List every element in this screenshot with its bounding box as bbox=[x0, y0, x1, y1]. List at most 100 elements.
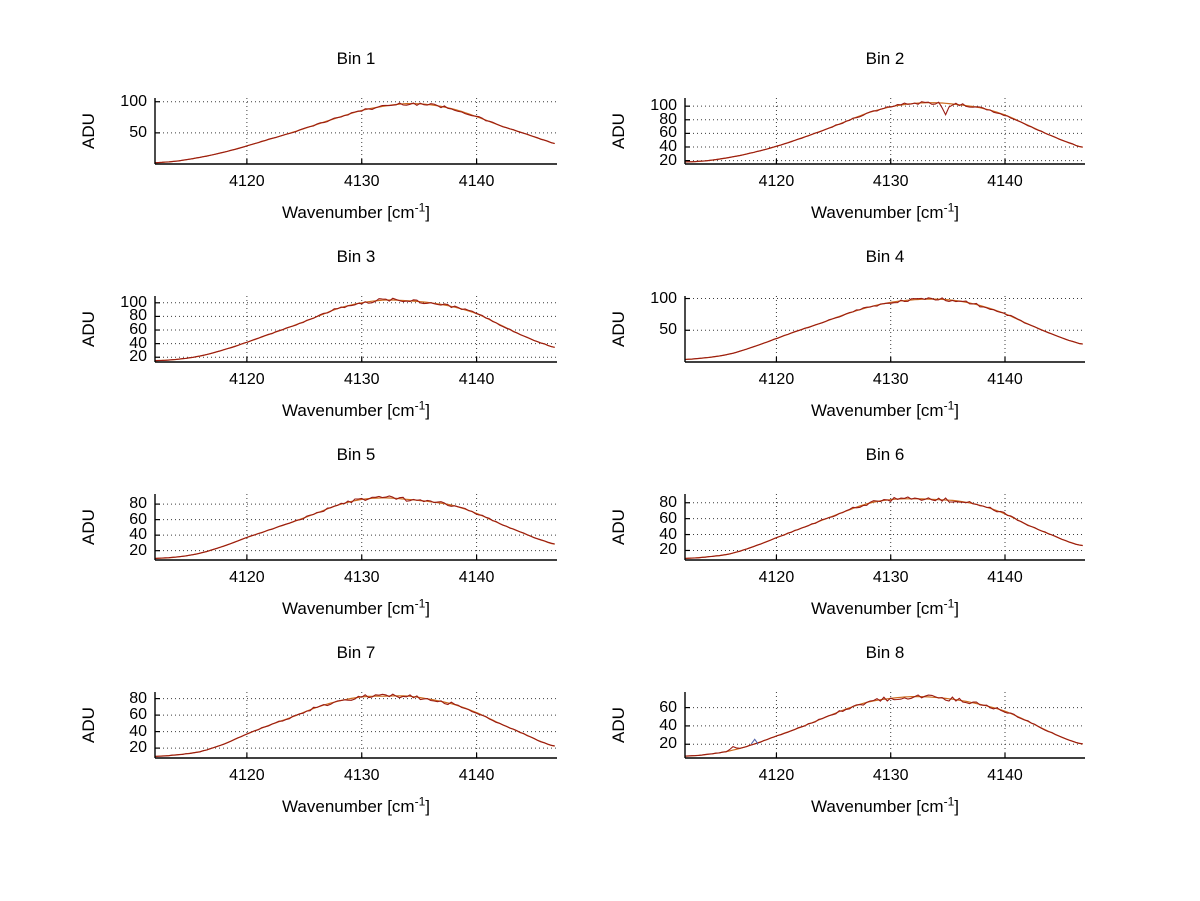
y-axis-label: ADU bbox=[609, 113, 628, 149]
data-curve bbox=[684, 496, 1083, 560]
y-tick-label: 20 bbox=[659, 735, 677, 753]
y-axis-label: ADU bbox=[79, 311, 98, 347]
y-tick-label: 40 bbox=[659, 137, 677, 155]
y-axis-label: ADU bbox=[609, 311, 628, 347]
subplot-title: Bin 2 bbox=[865, 49, 905, 68]
x-axis-label: Wavenumber [cm-1] bbox=[282, 794, 430, 816]
x-axis-label: Wavenumber [cm-1] bbox=[282, 200, 430, 222]
y-axis-label: ADU bbox=[79, 113, 98, 149]
data-curve bbox=[154, 693, 555, 757]
data-curve bbox=[154, 297, 555, 362]
x-tick-label: 4140 bbox=[458, 569, 495, 586]
x-tick-label: 4130 bbox=[872, 767, 909, 784]
x-tick-label: 4120 bbox=[229, 767, 265, 784]
y-tick-label: 80 bbox=[659, 493, 677, 511]
x-tick-label: 4130 bbox=[343, 173, 380, 190]
x-axis-label: Wavenumber [cm-1] bbox=[811, 200, 959, 222]
subplot-title: Bin 8 bbox=[865, 643, 905, 662]
y-axis-label: ADU bbox=[609, 707, 628, 743]
x-axis-label: Wavenumber [cm-1] bbox=[811, 398, 959, 420]
y-tick-label: 50 bbox=[659, 321, 677, 339]
fit-curve bbox=[684, 102, 1083, 163]
artifact-mark bbox=[750, 738, 759, 745]
y-tick-label: 80 bbox=[129, 307, 147, 325]
x-tick-label: 4140 bbox=[987, 569, 1023, 586]
subplot-title: Bin 7 bbox=[336, 643, 376, 662]
y-tick-label: 100 bbox=[120, 293, 147, 311]
x-axis-label: Wavenumber [cm-1] bbox=[811, 794, 959, 816]
y-tick-label: 40 bbox=[129, 526, 147, 544]
fit-curve bbox=[684, 696, 1083, 757]
y-tick-label: 80 bbox=[129, 495, 147, 513]
y-tick-label: 20 bbox=[129, 541, 147, 559]
fit-curve bbox=[154, 299, 555, 362]
plot-area bbox=[154, 98, 557, 165]
subplot-title: Bin 6 bbox=[865, 445, 905, 464]
y-axis-label: ADU bbox=[609, 509, 628, 545]
data-curve bbox=[685, 101, 1083, 163]
x-tick-label: 4130 bbox=[343, 569, 380, 586]
y-tick-label: 60 bbox=[659, 509, 677, 527]
x-tick-label: 4120 bbox=[229, 173, 265, 190]
x-tick-label: 4130 bbox=[872, 173, 909, 190]
subplot-title: Bin 1 bbox=[336, 49, 376, 68]
x-tick-label: 4140 bbox=[458, 371, 495, 388]
x-tick-label: 4140 bbox=[987, 371, 1023, 388]
plot-area bbox=[154, 494, 557, 561]
y-tick-label: 60 bbox=[129, 321, 147, 339]
y-tick-label: 80 bbox=[129, 689, 147, 707]
y-tick-label: 80 bbox=[659, 110, 677, 128]
plot-area bbox=[684, 692, 1085, 759]
fit-curve bbox=[154, 497, 555, 559]
x-tick-label: 4130 bbox=[343, 371, 380, 388]
subplot-title: Bin 3 bbox=[336, 247, 376, 266]
x-tick-label: 4140 bbox=[458, 767, 495, 784]
y-tick-label: 60 bbox=[129, 706, 147, 724]
x-axis-label: Wavenumber [cm-1] bbox=[282, 398, 430, 420]
fit-curve bbox=[154, 695, 555, 757]
data-curve bbox=[154, 102, 555, 164]
subplot-title: Bin 5 bbox=[336, 445, 376, 464]
y-tick-label: 60 bbox=[129, 510, 147, 528]
fit-curve bbox=[684, 298, 1083, 361]
subplot-title: Bin 4 bbox=[865, 247, 905, 266]
x-tick-label: 4120 bbox=[758, 767, 795, 784]
y-tick-label: 100 bbox=[650, 97, 677, 115]
x-tick-label: 4120 bbox=[229, 569, 265, 586]
data-curve bbox=[684, 694, 1083, 757]
x-tick-label: 4130 bbox=[872, 569, 909, 586]
data-curve bbox=[154, 495, 555, 560]
data-curve bbox=[684, 297, 1083, 361]
y-tick-label: 20 bbox=[129, 348, 147, 366]
plot-area bbox=[684, 98, 1085, 165]
x-tick-label: 4130 bbox=[343, 767, 380, 784]
x-axis-label: Wavenumber [cm-1] bbox=[811, 596, 959, 618]
y-tick-label: 40 bbox=[659, 525, 677, 543]
plot-area bbox=[684, 296, 1085, 363]
plot-area bbox=[154, 296, 557, 363]
y-tick-label: 60 bbox=[659, 124, 677, 142]
y-tick-label: 100 bbox=[650, 289, 677, 307]
y-tick-label: 60 bbox=[659, 698, 677, 716]
plot-area bbox=[154, 692, 557, 759]
y-tick-label: 100 bbox=[120, 92, 147, 110]
x-tick-label: 4130 bbox=[872, 371, 909, 388]
x-tick-label: 4120 bbox=[758, 371, 795, 388]
x-tick-label: 4120 bbox=[758, 173, 795, 190]
y-axis-label: ADU bbox=[79, 509, 98, 545]
y-tick-label: 20 bbox=[659, 541, 677, 559]
x-tick-label: 4140 bbox=[458, 173, 495, 190]
x-tick-label: 4140 bbox=[987, 173, 1023, 190]
fit-curve bbox=[684, 498, 1083, 559]
fit-curve bbox=[154, 103, 555, 164]
y-tick-label: 40 bbox=[659, 716, 677, 734]
